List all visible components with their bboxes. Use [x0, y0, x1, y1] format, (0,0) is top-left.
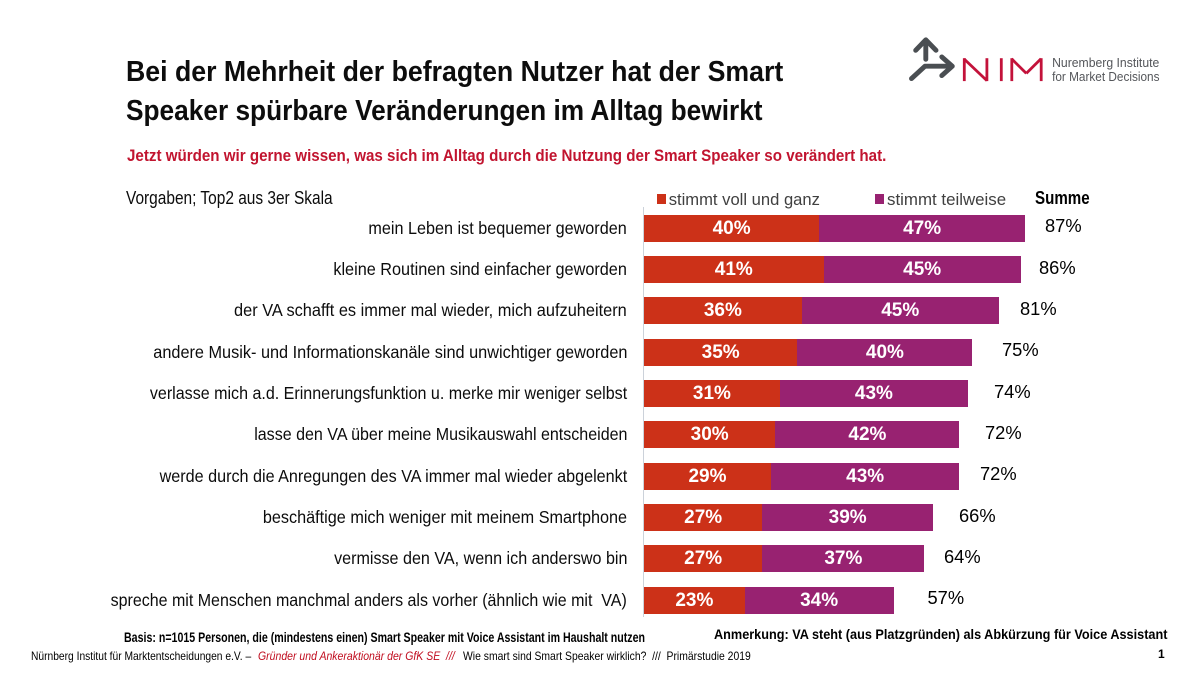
- svg-text:Nuremberg Institute: Nuremberg Institute: [1052, 55, 1159, 70]
- svg-text:for Market Decisions: for Market Decisions: [1052, 69, 1159, 84]
